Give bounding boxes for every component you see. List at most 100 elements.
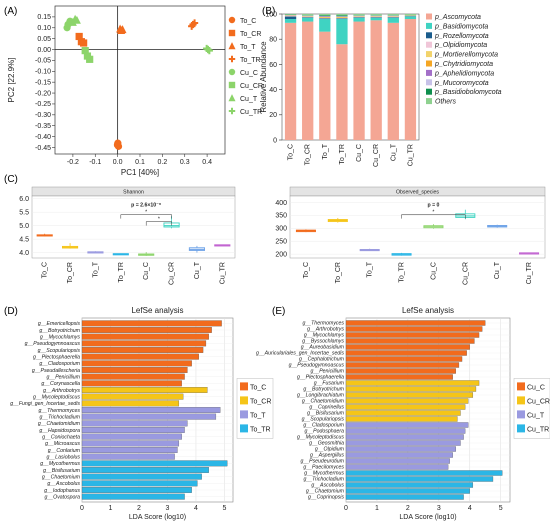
abundance-chart: 0 20 40 60 80 100 To_C To_CR To_T To_TR Cu_C Cu_CR… bbox=[259, 11, 502, 167]
lefse-bar bbox=[81, 467, 209, 473]
abundance-legend-swatch bbox=[426, 60, 432, 67]
lefse-bar bbox=[345, 422, 469, 428]
lefse-bar bbox=[81, 393, 184, 400]
pcoa-point-cu-c bbox=[63, 24, 71, 32]
lefse-taxon-label: g__Ascobolus bbox=[47, 481, 80, 487]
lefse-taxon-label: g__Aureobasidium bbox=[301, 345, 345, 351]
lefse-bar bbox=[345, 356, 463, 362]
pcoa-legend-label: Cu_C bbox=[240, 70, 258, 77]
lefse-taxon-label: g__Bisifusarium bbox=[43, 468, 81, 474]
boxplot-ytick-label: 200 bbox=[275, 251, 287, 258]
lefse-bar bbox=[345, 488, 470, 494]
pcoa-legend-label: To_TR bbox=[240, 57, 261, 64]
lefse-title: LefSe analysis bbox=[402, 306, 454, 315]
abundance-segment bbox=[404, 14, 417, 16]
lefse-bar bbox=[81, 360, 192, 367]
significance-bracket bbox=[120, 214, 172, 219]
lefse-taxon-label: g__Microascus bbox=[45, 441, 80, 447]
lefse-taxon-label: g__Lasiobolus bbox=[47, 455, 81, 461]
lefse-cu-chart: LefSe analysis 0 1 2 3 4 5 LDA Score (log10) g__… bbox=[256, 306, 550, 521]
boxplot-category-label: To_CR bbox=[335, 262, 342, 283]
lefse-bar bbox=[81, 487, 192, 493]
abundance-segment bbox=[302, 17, 314, 22]
pcoa-xtick-label: -0.1 bbox=[89, 159, 101, 166]
lefse-xtick-label: 5 bbox=[499, 505, 503, 512]
lefse-legend-swatch bbox=[240, 382, 248, 391]
abundance-frame bbox=[281, 13, 420, 141]
abundance-segment bbox=[284, 19, 297, 23]
abundance-legend-swatch bbox=[426, 22, 432, 29]
abundance-segment bbox=[319, 31, 331, 140]
pcoa-xlabel: PC1 [40%] bbox=[121, 168, 159, 177]
pcoa-plot: -0.2 -0.1 0.0 0.1 0.2 0.3 0.4 0.15 0.10 0.05 0.00 -… bbox=[7, 5, 263, 177]
lefse-taxon-label: g__Corynascella bbox=[41, 381, 80, 387]
abundance-legend-swatch bbox=[426, 98, 432, 105]
lefse-bar bbox=[345, 446, 456, 452]
lefse-taxon-label: g__Pseudeurotium bbox=[300, 459, 344, 465]
shannon-boxplot: Shannon 4.0 4.5 5.0 5.5 6.0 To_C To_CR To_T To_TR… bbox=[19, 186, 236, 285]
lefse-legend-swatch bbox=[517, 410, 525, 419]
abundance-segment bbox=[336, 17, 348, 19]
abundance-legend-label: p_Mortierellomycota bbox=[434, 52, 498, 59]
significance-bracket bbox=[145, 221, 172, 226]
lefse-taxon-label: g__Chaetomidium bbox=[302, 399, 345, 405]
abundance-legend-label: p_Chytridiomycota bbox=[434, 61, 493, 68]
lefse-taxon-label: g__Mycothermus bbox=[304, 471, 344, 477]
abundance-legend-label: p_Basidiomycota bbox=[434, 23, 488, 30]
lefse-taxon-label: g__Fusarium bbox=[314, 381, 345, 387]
boxplot-category-label: Cu_C bbox=[430, 262, 437, 280]
pcoa-legend-marker bbox=[228, 55, 236, 63]
lefse-xtick-label: 2 bbox=[137, 505, 141, 512]
lefse-taxon-label: g__Chaetomium bbox=[42, 475, 81, 481]
boxplot-category-label: Cu_T bbox=[194, 261, 201, 279]
lefse-xtick-label: 1 bbox=[109, 505, 113, 512]
pcoa-legend-label: Cu_CR bbox=[240, 83, 263, 90]
abundance-segment bbox=[319, 15, 331, 17]
lefse-bar bbox=[81, 380, 182, 387]
pcoa-xtick-label: 0.0 bbox=[113, 159, 123, 166]
abundance-ytick-label: 20 bbox=[269, 112, 277, 119]
lefse-bar bbox=[81, 347, 204, 353]
significance-star: * bbox=[158, 217, 160, 223]
lefse-bar bbox=[345, 332, 480, 338]
lefse-bar bbox=[345, 380, 480, 386]
abundance-segment bbox=[353, 14, 365, 16]
pcoa-ytick-label: -0.15 bbox=[35, 79, 51, 86]
pcoa-point-to-c bbox=[113, 141, 122, 149]
pcoa-point-cu-t bbox=[68, 18, 77, 26]
boxplot-category-label: To_T bbox=[92, 261, 99, 277]
lefse-bar bbox=[345, 464, 449, 470]
abundance-segment bbox=[284, 22, 297, 140]
pcoa-point-to-t bbox=[117, 26, 126, 34]
abundance-ytick-label: 60 bbox=[269, 62, 277, 69]
boxplot-category-label: To_TR bbox=[118, 262, 125, 283]
lefse-bar bbox=[345, 398, 469, 404]
abundance-segment bbox=[336, 44, 348, 140]
lefse-taxon-label: g__Coniochaeta bbox=[42, 435, 80, 441]
lefse-bar bbox=[81, 407, 221, 413]
abundance-segment bbox=[353, 17, 365, 18]
pcoa-legend: To_C To_CR To_T To_TR Cu_C Cu_CR Cu_T Cu_TR bbox=[228, 16, 263, 116]
boxplot-ytick-label: 5.0 bbox=[19, 223, 29, 230]
pcoa-legend-label: Cu_TR bbox=[240, 109, 262, 116]
lefse-to-chart: LefSe analysis 0 1 2 3 4 5 LDA Score (log10) g__… bbox=[10, 306, 274, 521]
abundance-legend-label: p_Ascomycota bbox=[434, 14, 481, 21]
pcoa-ytick-label: -0.45 bbox=[35, 145, 51, 152]
boxplot-title: Shannon bbox=[123, 190, 144, 196]
pcoa-xtick-label: 0.3 bbox=[180, 159, 190, 166]
lefse-legend-swatch bbox=[240, 396, 248, 405]
lefse-taxon-label: g__Chaetomidium bbox=[38, 421, 81, 427]
pcoa-point-cu-cr bbox=[86, 55, 94, 63]
abundance-category-label: To_CR bbox=[305, 144, 312, 165]
pcoa-legend-marker bbox=[228, 42, 236, 50]
lefse-taxon-label: g__Bisifusarium bbox=[307, 411, 345, 417]
abundance-legend-label: p_Basidiobolomycota bbox=[434, 89, 502, 96]
lefse-taxon-label: g__Cladosporium bbox=[39, 361, 80, 367]
lefse-bar bbox=[81, 433, 182, 440]
lefse-taxon-label: g__Ascobolus bbox=[311, 483, 344, 489]
lefse-bar bbox=[81, 453, 175, 460]
lefse-legend-swatch bbox=[240, 424, 248, 433]
abundance-segment bbox=[319, 17, 331, 19]
lefse-taxon-label: g__Conlarium bbox=[48, 448, 81, 454]
